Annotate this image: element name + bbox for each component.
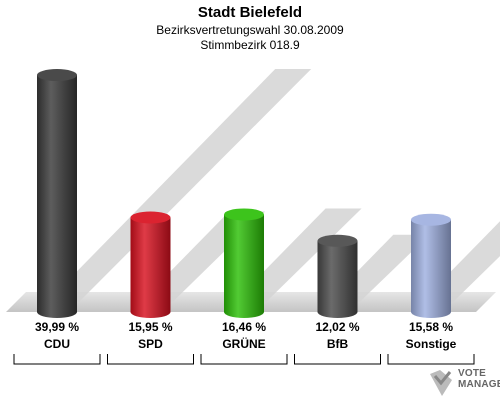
bar-spd — [130, 217, 171, 318]
bar-shadow-cdu — [43, 69, 312, 306]
value-label-sonstige: 15,58 % — [409, 320, 453, 334]
bar-cdu — [37, 75, 77, 318]
vote-manager-logo-icon — [430, 370, 452, 396]
bar-sonstige — [411, 219, 451, 318]
chart-subtitle-district: Stimmbezirk 018.9 — [200, 38, 300, 52]
value-label-grne: 16,46 % — [222, 320, 266, 334]
bar-grne — [224, 214, 264, 318]
chart-title: Stadt Bielefeld — [197, 4, 303, 21]
bar-top-cdu — [37, 69, 77, 82]
category-label-cdu: CDU — [44, 337, 70, 351]
logo-manager: MANAGER — [458, 379, 500, 390]
category-label-grne: GRÜNE — [222, 336, 265, 351]
value-label-spd: 15,95 % — [128, 320, 172, 334]
value-label-bfb: 12,02 % — [315, 320, 359, 334]
chart-subtitle: Bezirksvertretungswahl 30.08.2009 — [156, 23, 344, 37]
bar-bfb — [317, 240, 358, 318]
category-label-bfb: BfB — [327, 337, 349, 351]
category-bracket-spd — [107, 354, 194, 365]
category-bracket-sonstige — [387, 354, 475, 365]
category-label-sonstige: Sonstige — [406, 337, 457, 351]
bar-top-spd — [130, 211, 171, 224]
category-bracket-cdu — [13, 354, 101, 365]
logo-vote: VOTE — [458, 368, 487, 379]
bar-top-bfb — [317, 234, 358, 247]
bar-top-grne — [224, 208, 264, 221]
category-bracket-grne — [200, 354, 288, 365]
value-label-cdu: 39,99 % — [35, 320, 79, 334]
bar-top-sonstige — [411, 213, 451, 226]
category-bracket-bfb — [294, 354, 381, 365]
logo-text: VOTE MANAGER — [458, 368, 500, 390]
category-label-spd: SPD — [138, 337, 163, 351]
